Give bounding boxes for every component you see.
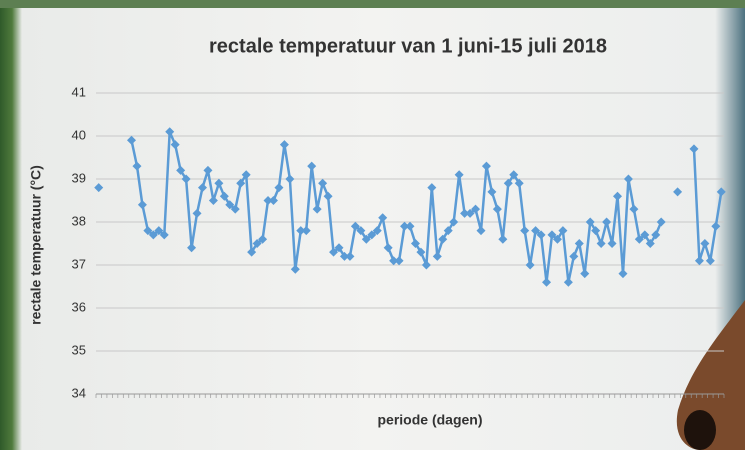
data-point xyxy=(384,243,393,252)
data-point xyxy=(203,166,212,175)
data-point xyxy=(711,222,720,231)
y-tick-label: 35 xyxy=(72,342,86,357)
data-point xyxy=(657,218,666,227)
data-point xyxy=(345,252,354,261)
data-point xyxy=(285,175,294,184)
data-point xyxy=(608,239,617,248)
data-point xyxy=(695,256,704,265)
data-point xyxy=(187,243,196,252)
data-point xyxy=(395,256,404,265)
data-point xyxy=(280,140,289,149)
data-point xyxy=(302,226,311,235)
y-tick-label: 36 xyxy=(72,299,86,314)
data-point xyxy=(700,239,709,248)
data-point xyxy=(313,205,322,214)
y-axis-label: rectale temperatuur (°C) xyxy=(28,165,44,325)
data-point xyxy=(689,144,698,153)
data-point xyxy=(526,261,535,270)
y-tick-label: 34 xyxy=(72,385,86,400)
data-point xyxy=(618,269,627,278)
data-point xyxy=(198,183,207,192)
chart: rectale temperatuur van 1 juni-15 juli 2… xyxy=(0,0,745,450)
data-point xyxy=(455,170,464,179)
data-point xyxy=(520,226,529,235)
data-point xyxy=(378,213,387,222)
y-tick-label: 37 xyxy=(72,256,86,271)
data-point xyxy=(624,175,633,184)
data-point xyxy=(214,179,223,188)
data-point xyxy=(422,261,431,270)
data-point xyxy=(580,269,589,278)
data-point xyxy=(597,239,606,248)
data-point xyxy=(542,278,551,287)
data-point xyxy=(629,205,638,214)
x-axis-label: periode (dagen) xyxy=(377,412,482,428)
data-point xyxy=(406,222,415,231)
y-tick-label: 38 xyxy=(72,213,86,228)
nostril xyxy=(684,410,716,450)
data-point xyxy=(132,162,141,171)
data-point xyxy=(673,187,682,196)
y-tick-label: 41 xyxy=(72,84,86,99)
data-point xyxy=(193,209,202,218)
data-point xyxy=(482,162,491,171)
data-point xyxy=(433,252,442,261)
data-point xyxy=(602,218,611,227)
data-point xyxy=(324,192,333,201)
data-point xyxy=(291,265,300,274)
data-point xyxy=(575,239,584,248)
data-point xyxy=(706,256,715,265)
data-point xyxy=(564,278,573,287)
data-point xyxy=(427,183,436,192)
data-point xyxy=(717,187,726,196)
y-tick-label: 39 xyxy=(72,170,86,185)
data-point xyxy=(269,196,278,205)
chart-title: rectale temperatuur van 1 juni-15 juli 2… xyxy=(209,35,607,57)
y-tick-label: 40 xyxy=(72,127,86,142)
data-point xyxy=(171,140,180,149)
data-point xyxy=(493,205,502,214)
data-point xyxy=(307,162,316,171)
data-point xyxy=(498,235,507,244)
top-edge xyxy=(0,0,745,8)
data-point xyxy=(138,200,147,209)
data-point xyxy=(569,252,578,261)
data-point xyxy=(487,187,496,196)
data-point xyxy=(94,183,103,192)
data-point xyxy=(318,179,327,188)
data-point xyxy=(476,226,485,235)
screenshot: rectale temperatuur van 1 juni-15 juli 2… xyxy=(0,0,745,450)
data-point xyxy=(209,196,218,205)
data-point xyxy=(613,192,622,201)
data-point xyxy=(274,183,283,192)
data-point xyxy=(127,136,136,145)
data-point xyxy=(165,127,174,136)
